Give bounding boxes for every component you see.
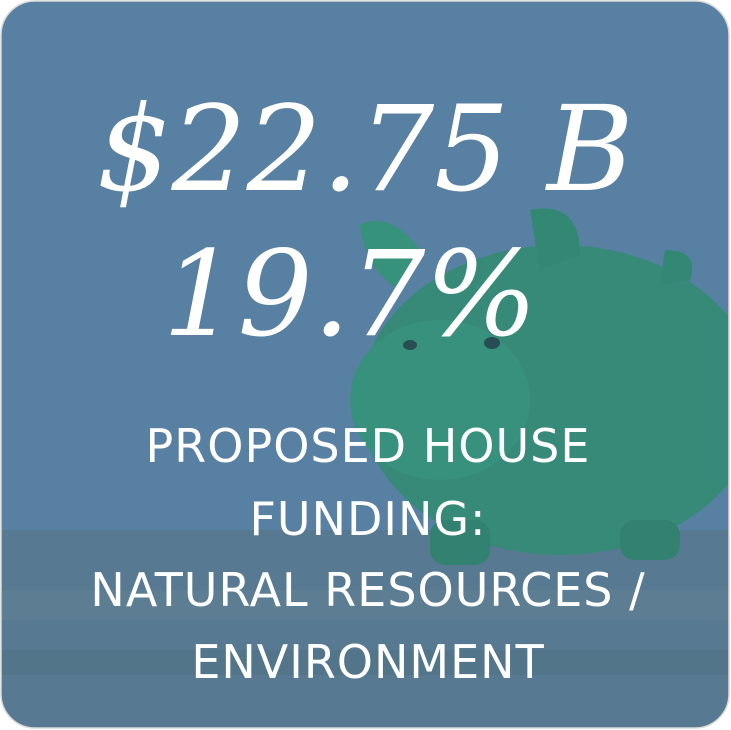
page: $22.75 B 19.7% PROPOSED HOUSE FUNDING: NAT… bbox=[0, 0, 731, 730]
tile: $22.75 B 19.7% PROPOSED HOUSE FUNDING: NAT… bbox=[0, 0, 731, 730]
caption-line: FUNDING: bbox=[249, 492, 486, 546]
caption-line: PROPOSED HOUSE bbox=[146, 419, 591, 473]
caption-line: NATURAL RESOURCES / bbox=[90, 563, 645, 617]
amount: $22.75 B bbox=[96, 80, 633, 218]
percent: 19.7% bbox=[163, 225, 538, 363]
caption-line: ENVIRONMENT bbox=[191, 635, 544, 689]
